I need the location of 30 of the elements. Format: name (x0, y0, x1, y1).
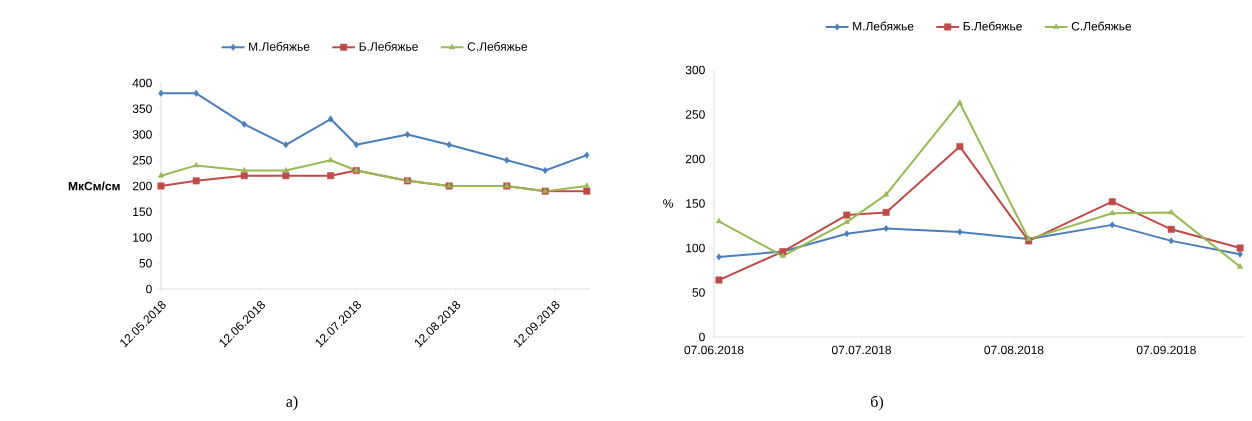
y-axis-title: МкСм/см (68, 181, 120, 191)
text: б) (871, 395, 884, 411)
y-tick-label: 400 (132, 78, 152, 88)
y-tick-label: 100 (686, 243, 705, 253)
y-tick-label: 50 (692, 288, 705, 297)
x-tick-label: 07.08.2018 (984, 345, 1044, 355)
y-tick-label: 200 (132, 181, 152, 191)
y-tick-label: 300 (685, 65, 705, 75)
y-tick-label: 200 (685, 154, 705, 164)
x-tick-label: 07.09.2018 (1136, 345, 1196, 355)
y-tick-label: 100 (133, 233, 152, 242)
y-tick-label: 150 (686, 199, 705, 208)
y-tick-label: 0 (699, 332, 705, 342)
y-tick-label: 150 (133, 207, 152, 216)
y-tick-label: 300 (132, 130, 152, 139)
legend-label: Б.Лебяжье (359, 41, 418, 51)
legend-label: М.Лебяжье (853, 21, 914, 31)
y-tick-label: 350 (132, 104, 152, 113)
legend-label: М.Лебяжье (249, 41, 310, 51)
y-tick-label: 250 (685, 110, 705, 119)
y-tick-label: 50 (139, 258, 152, 268)
y-axis-title: % (663, 199, 674, 208)
x-tick-label: 07.06.2018 (684, 345, 744, 355)
text: а) (286, 395, 298, 411)
legend-label: Б.Лебяжье (963, 21, 1022, 31)
legend-label: С.Лебяжье (1071, 21, 1132, 31)
y-tick-label: 0 (146, 284, 152, 294)
x-tick-label: 07.07.2018 (831, 345, 892, 355)
legend-label: С.Лебяжье (467, 41, 528, 51)
y-tick-label: 250 (132, 155, 152, 165)
